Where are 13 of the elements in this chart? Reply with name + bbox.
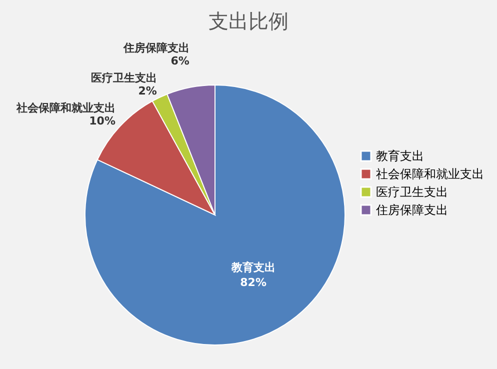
- legend-label: 医疗卫生支出: [376, 185, 448, 199]
- slice-label: 教育支出: [230, 260, 276, 274]
- data-label: 82%: [240, 276, 266, 289]
- legend-label: 住房保障支出: [375, 203, 448, 217]
- legend-label: 教育支出: [376, 149, 424, 163]
- legend-label: 社会保障和就业支出: [376, 167, 484, 181]
- data-label: 6%: [170, 54, 190, 68]
- data-label: 2%: [138, 84, 157, 98]
- slice-label: 医疗卫生支出: [90, 71, 157, 84]
- slice-label: 社会保障和就业支出: [15, 102, 116, 115]
- chart-title: 支出比例: [208, 9, 288, 33]
- data-label: 10%: [89, 114, 116, 128]
- slice-label: 住房保障支出: [122, 41, 190, 54]
